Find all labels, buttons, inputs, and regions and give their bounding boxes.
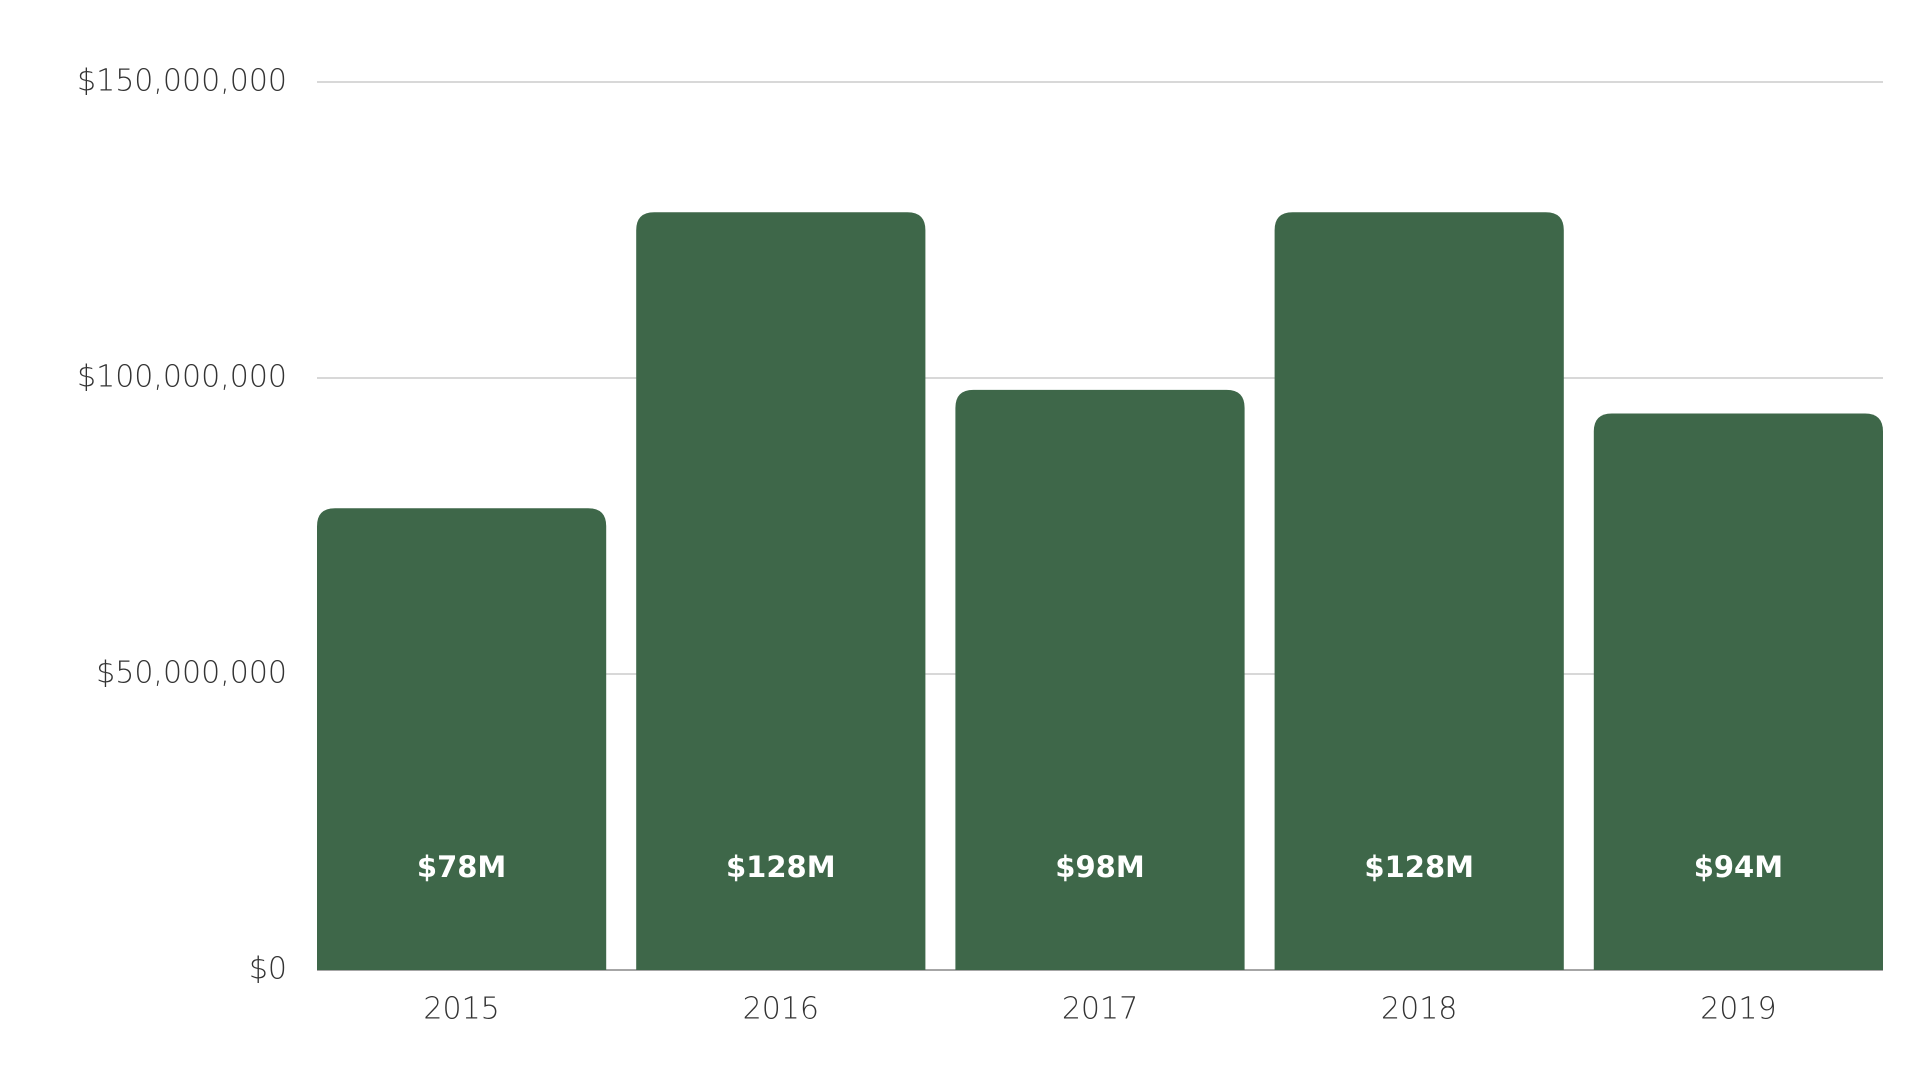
- bar: [1274, 212, 1564, 971]
- value-label: $94M: [1694, 850, 1783, 884]
- y-tick-label: $0: [249, 952, 287, 987]
- x-tick-label: 2017: [1062, 992, 1138, 1027]
- bar: [1593, 413, 1883, 970]
- x-tick-label: 2016: [743, 992, 819, 1027]
- bar: [955, 389, 1245, 971]
- bar: [636, 212, 926, 971]
- y-tick-label: $150,000,000: [77, 64, 287, 99]
- value-label: $128M: [726, 850, 836, 884]
- value-label: $128M: [1364, 850, 1474, 884]
- bar: [317, 508, 607, 970]
- y-tick-label: $50,000,000: [96, 656, 287, 691]
- value-label: $78M: [417, 850, 506, 884]
- x-tick-label: 2018: [1381, 992, 1457, 1027]
- x-tick-label: 2015: [423, 992, 499, 1027]
- value-label: $98M: [1055, 850, 1144, 884]
- y-tick-label: $100,000,000: [77, 360, 287, 395]
- x-tick-label: 2019: [1700, 992, 1776, 1027]
